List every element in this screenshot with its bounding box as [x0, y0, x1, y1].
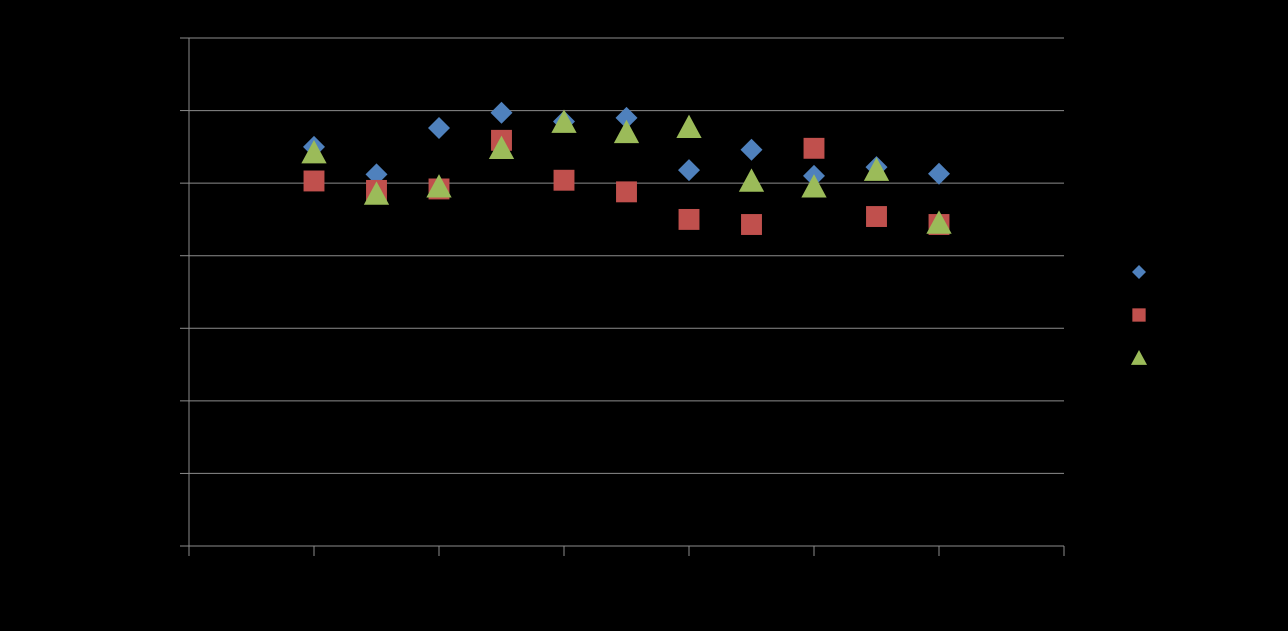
diamond-point	[615, 106, 638, 129]
triangle-point	[613, 119, 640, 144]
diamond-point	[740, 138, 763, 161]
square-point	[553, 169, 575, 191]
diamond-point	[428, 116, 450, 139]
diamond-point	[928, 162, 950, 185]
triangle-point	[926, 210, 952, 234]
triangle-point	[676, 114, 702, 139]
data-points	[301, 101, 952, 235]
triangle-point	[863, 157, 890, 181]
series-2	[303, 129, 950, 235]
square-point	[741, 214, 762, 235]
triangle-point	[363, 181, 390, 205]
axes	[180, 37, 1065, 556]
legend	[1130, 265, 1148, 365]
square-point	[866, 206, 887, 227]
diamond-point	[678, 159, 700, 182]
triangle-point	[801, 174, 827, 198]
triangle-point	[488, 135, 515, 160]
triangle-point	[426, 174, 452, 198]
square-point	[803, 137, 825, 159]
square-point	[303, 170, 325, 192]
legend-item-1	[1132, 265, 1146, 279]
triangle-point	[551, 109, 577, 133]
legend-triangle-icon	[1130, 349, 1148, 365]
series-1	[303, 101, 950, 187]
gridlines	[189, 37, 1064, 474]
triangle-point	[738, 168, 765, 192]
diamond-point	[490, 101, 513, 124]
legend-item-2	[1132, 308, 1146, 322]
legend-diamond-icon	[1132, 265, 1146, 279]
square-point	[616, 181, 637, 203]
diamond-point	[365, 163, 388, 186]
series-3	[301, 109, 952, 234]
legend-square-icon	[1132, 308, 1146, 322]
triangle-point	[301, 140, 327, 164]
legend-item-3	[1130, 349, 1148, 365]
square-point	[678, 208, 700, 230]
